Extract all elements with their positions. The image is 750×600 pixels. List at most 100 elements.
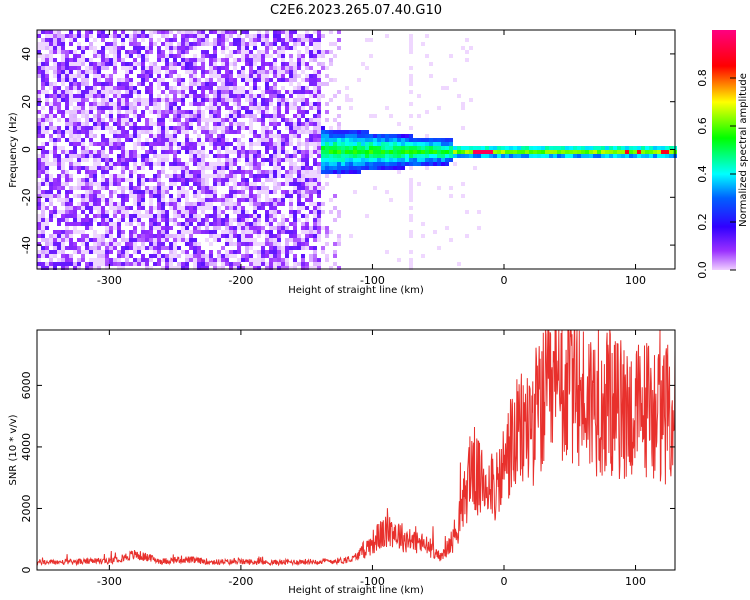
heatmap-cell xyxy=(565,154,569,158)
heatmap-cell xyxy=(197,250,201,254)
heatmap-cell xyxy=(213,122,217,126)
heatmap-cell xyxy=(297,194,301,198)
heatmap-cell xyxy=(85,74,89,78)
heatmap-cell xyxy=(125,214,129,218)
heatmap-cell xyxy=(349,146,353,150)
heatmap-cell xyxy=(61,74,65,78)
heatmap-cell xyxy=(257,202,261,206)
heatmap-cell xyxy=(329,266,333,270)
heatmap-cell xyxy=(237,94,241,98)
heatmap-cell xyxy=(173,38,177,42)
heatmap-cell xyxy=(253,46,257,50)
heatmap-cell xyxy=(329,42,333,46)
heatmap-cell xyxy=(121,34,125,38)
heatmap-cell xyxy=(93,86,97,90)
heatmap-cell xyxy=(213,146,217,150)
heatmap-cell xyxy=(181,102,185,106)
heatmap-cell xyxy=(229,114,233,118)
heatmap-cell xyxy=(197,158,201,162)
heatmap-cell xyxy=(225,34,229,38)
heatmap-cell xyxy=(273,114,277,118)
heatmap-cell xyxy=(217,238,221,242)
heatmap-cell xyxy=(149,242,153,246)
heatmap-cell xyxy=(409,138,413,142)
heatmap-cell xyxy=(125,74,129,78)
heatmap-cell xyxy=(217,106,221,110)
heatmap-cell xyxy=(301,266,305,270)
heatmap-cells xyxy=(37,30,677,270)
heatmap-cell xyxy=(285,98,289,102)
heatmap-cell xyxy=(101,86,105,90)
heatmap-cell xyxy=(149,214,153,218)
heatmap-cell xyxy=(149,142,153,146)
heatmap-cell xyxy=(425,110,429,114)
heatmap-cell xyxy=(149,122,153,126)
heatmap-cell xyxy=(509,150,513,154)
heatmap-cell xyxy=(69,222,73,226)
heatmap-cell xyxy=(313,146,317,150)
heatmap-cell xyxy=(577,154,581,158)
heatmap-cell xyxy=(185,46,189,50)
heatmap-cell xyxy=(193,94,197,98)
heatmap-cell xyxy=(129,82,133,86)
heatmap-cell xyxy=(217,210,221,214)
heatmap-cell xyxy=(365,162,369,166)
heatmap-cell xyxy=(217,30,221,34)
heatmap-cell xyxy=(225,86,229,90)
heatmap-cell xyxy=(61,266,65,270)
heatmap-cell xyxy=(309,94,313,98)
heatmap-cell xyxy=(313,218,317,222)
heatmap-cell xyxy=(273,82,277,86)
heatmap-cell xyxy=(121,170,125,174)
heatmap-cell xyxy=(73,154,77,158)
heatmap-cell xyxy=(309,142,313,146)
heatmap-cell xyxy=(305,126,309,130)
heatmap-cell xyxy=(569,150,573,154)
heatmap-cell xyxy=(261,230,265,234)
heatmap-cell xyxy=(181,186,185,190)
heatmap-cell xyxy=(133,198,137,202)
heatmap-cell xyxy=(285,106,289,110)
heatmap-cell xyxy=(89,102,93,106)
heatmap-cell xyxy=(57,166,61,170)
heatmap-cell xyxy=(137,194,141,198)
heatmap-cell xyxy=(285,150,289,154)
heatmap-cell xyxy=(253,114,257,118)
heatmap-cell xyxy=(293,246,297,250)
heatmap-cell xyxy=(113,42,117,46)
heatmap-cell xyxy=(249,158,253,162)
heatmap-cell xyxy=(401,134,405,138)
heatmap-cell xyxy=(525,154,529,158)
heatmap-cell xyxy=(65,258,69,262)
heatmap-cell xyxy=(137,62,141,66)
heatmap-cell xyxy=(181,122,185,126)
heatmap-cell xyxy=(61,70,65,74)
heatmap-cell xyxy=(321,54,325,58)
heatmap-cell xyxy=(369,142,373,146)
heatmap-cell xyxy=(265,250,269,254)
heatmap-cell xyxy=(201,202,205,206)
heatmap-cell xyxy=(181,266,185,270)
heatmap-cell xyxy=(77,250,81,254)
heatmap-cell xyxy=(217,170,221,174)
heatmap-cell xyxy=(253,118,257,122)
heatmap-cell xyxy=(169,186,173,190)
heatmap-cell xyxy=(49,214,53,218)
heatmap-cell xyxy=(201,154,205,158)
heatmap-cell xyxy=(133,102,137,106)
heatmap-cell xyxy=(297,94,301,98)
heatmap-cell xyxy=(149,234,153,238)
heatmap-cell xyxy=(265,202,269,206)
heatmap-cell xyxy=(325,146,329,150)
heatmap-cell xyxy=(245,162,249,166)
heatmap-cell xyxy=(309,42,313,46)
heatmap-cell xyxy=(281,66,285,70)
heatmap-cell xyxy=(233,62,237,66)
heatmap-cell xyxy=(41,70,45,74)
heatmap-cell xyxy=(409,230,413,234)
heatmap-cell xyxy=(633,146,637,150)
heatmap-cell xyxy=(317,82,321,86)
heatmap-cell xyxy=(185,130,189,134)
heatmap-cell xyxy=(149,198,153,202)
